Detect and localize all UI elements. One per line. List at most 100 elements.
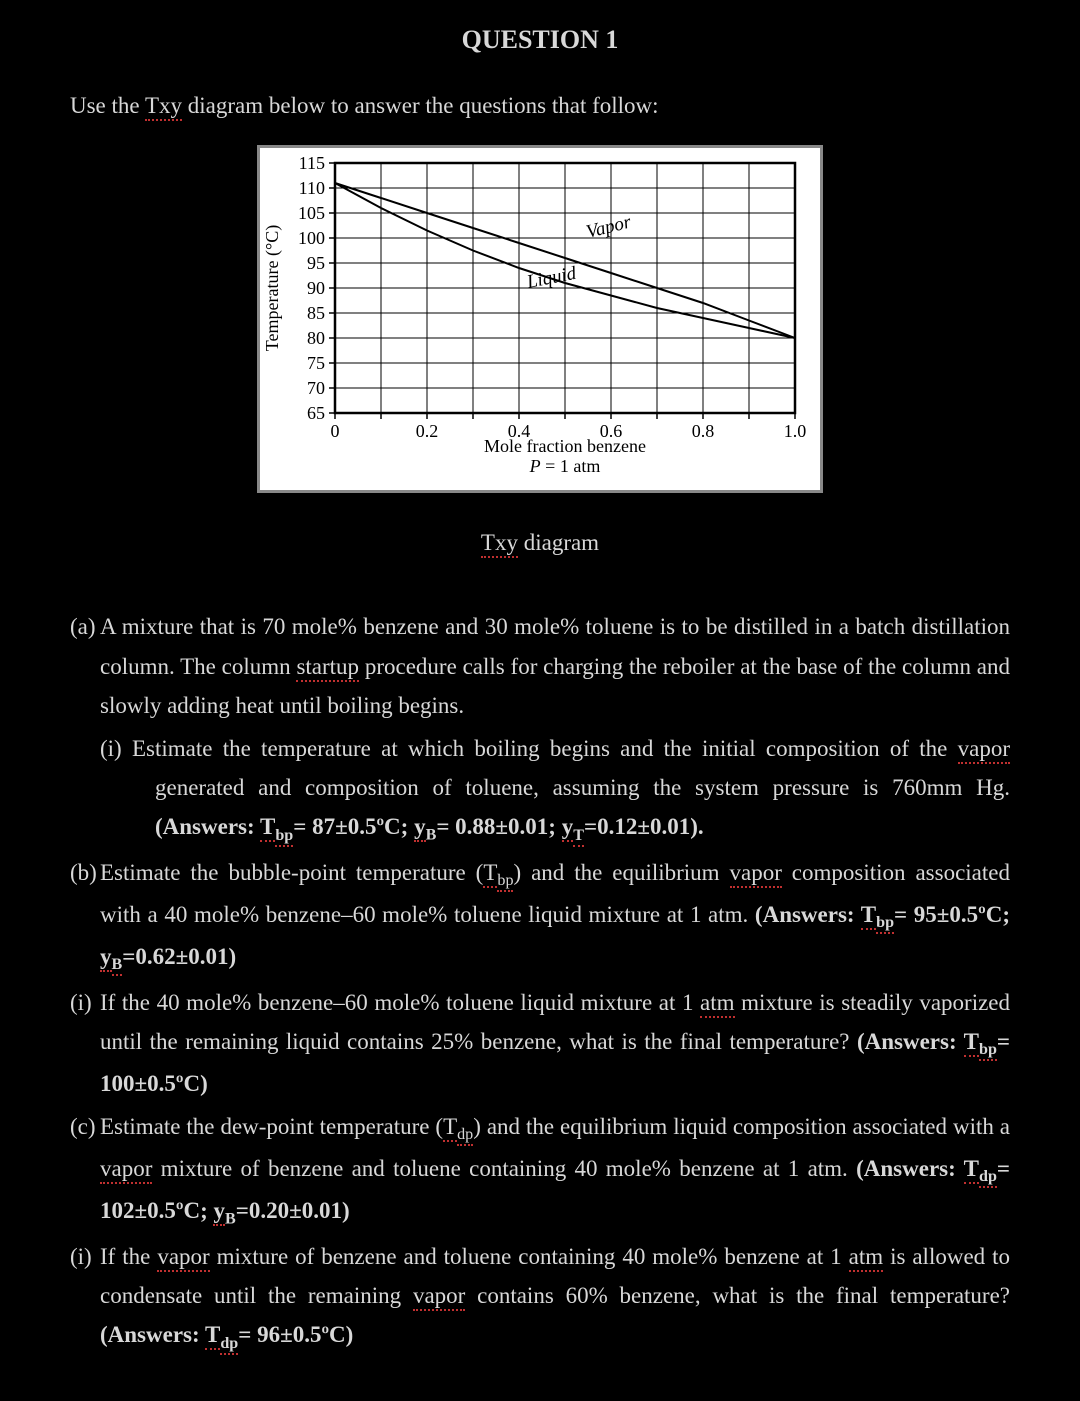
- svg-text:100: 100: [298, 228, 325, 248]
- svg-text:90: 90: [307, 278, 325, 298]
- qc-body: Estimate the dew-point temperature (Tdp)…: [100, 1107, 1010, 1233]
- qc-st4: contains 60% benzene, what is the final …: [465, 1283, 1010, 1308]
- qa-a3: =0.12±0.01).: [584, 814, 704, 839]
- qc-sT: T: [205, 1322, 220, 1350]
- question-title: QUESTION 1: [70, 18, 1010, 62]
- caption-txy: Txy: [481, 530, 518, 558]
- qb-atm: atm: [700, 990, 735, 1018]
- qa-label: (a): [70, 607, 100, 848]
- qc-st1: If the: [100, 1244, 157, 1269]
- qc-sub: (i) If the vapor mixture of benzene and …: [70, 1237, 1010, 1357]
- qc-sub-body: If the vapor mixture of benzene and tolu…: [100, 1237, 1010, 1357]
- svg-text:115: 115: [299, 153, 325, 173]
- qc-T2: T: [964, 1156, 979, 1184]
- qa-Tsub: T: [573, 827, 584, 847]
- qa-a2: = 0.88±0.01;: [436, 814, 561, 839]
- caption-post: diagram: [518, 530, 599, 555]
- svg-text:85: 85: [307, 303, 325, 323]
- qc-st2: mixture of benzene and toluene containin…: [210, 1244, 849, 1269]
- qa-startup: startup: [296, 654, 359, 682]
- svg-text:Temperature (°C): Temperature (°C): [262, 225, 283, 351]
- svg-text:105: 105: [298, 203, 325, 223]
- qc-t2: ) and the equilibrium liquid composition…: [473, 1114, 1010, 1139]
- qb-bp: bp: [497, 872, 513, 892]
- question-a: (a) A mixture that is 70 mole% benzene a…: [70, 607, 1010, 848]
- svg-text:80: 80: [307, 328, 325, 348]
- svg-text:70: 70: [307, 378, 325, 398]
- qb-a2: =0.62±0.01): [122, 944, 236, 969]
- svg-text:Mole fraction benzene: Mole fraction benzene: [484, 436, 646, 456]
- qa-body: A mixture that is 70 mole% benzene and 3…: [100, 607, 1010, 848]
- qb-a1: = 95±0.5ºC;: [894, 902, 1010, 927]
- qc-T: T: [443, 1114, 457, 1142]
- intro-post: diagram below to answer the questions th…: [182, 93, 659, 118]
- qa-a1: = 87±0.5ºC;: [293, 814, 414, 839]
- qa-sub-t1: Estimate the temperature at which boilin…: [132, 736, 958, 761]
- qc-dp2: dp: [979, 1168, 997, 1188]
- qb-Bsub: B: [112, 956, 123, 976]
- intro-text: Use the Txy diagram below to answer the …: [70, 86, 1010, 125]
- qb-sbp: bp: [979, 1041, 997, 1061]
- qa-sub-t2: generated and composition of toluene, as…: [155, 775, 1010, 800]
- figure-border: 6570758085909510010511011500.20.40.60.81…: [257, 145, 823, 493]
- qa-Bsub: B: [426, 827, 437, 844]
- figure-caption: Txy diagram: [70, 523, 1010, 562]
- qc-vapor: vapor: [100, 1156, 152, 1184]
- intro-pre: Use the: [70, 93, 145, 118]
- svg-text:110: 110: [299, 178, 325, 198]
- qc-sdp: dp: [220, 1335, 238, 1355]
- qc-vapor2: vapor: [157, 1244, 209, 1272]
- qc-atm: atm: [849, 1244, 884, 1272]
- svg-text:0: 0: [331, 421, 340, 441]
- qc-sub-lbl: (i): [70, 1237, 100, 1357]
- svg-text:P = 1 atm: P = 1 atm: [529, 456, 601, 476]
- qc-ans-open: (Answers:: [856, 1156, 964, 1181]
- qb-body: Estimate the bubble-point temperature (T…: [100, 853, 1010, 979]
- qb-sub: (i) If the 40 mole% benzene–60 mole% tol…: [70, 983, 1010, 1103]
- svg-text:0.2: 0.2: [416, 421, 439, 441]
- svg-text:1.0: 1.0: [784, 421, 807, 441]
- figure-container: 6570758085909510010511011500.20.40.60.81…: [70, 145, 1010, 493]
- qc-sub-ans: (Answers: Tdp= 96±0.5ºC): [100, 1322, 353, 1347]
- qa-vapor: vapor: [958, 736, 1010, 764]
- qc-dp: dp: [457, 1126, 473, 1146]
- qb-sans-open: (Answers:: [857, 1029, 964, 1054]
- question-b: (b) Estimate the bubble-point temperatur…: [70, 853, 1010, 979]
- qb-sub-lbl: (i): [70, 983, 100, 1103]
- svg-text:75: 75: [307, 353, 325, 373]
- qb-sT: T: [964, 1029, 979, 1057]
- txy-chart: 6570758085909510010511011500.20.40.60.81…: [260, 148, 820, 478]
- intro-txy: Txy: [145, 93, 182, 121]
- qa-yB: y: [414, 814, 426, 842]
- qb-vapor: vapor: [730, 860, 782, 888]
- svg-text:95: 95: [307, 253, 325, 273]
- qa-ans-open: (Answers:: [155, 814, 260, 839]
- qb-bp2: bp: [876, 914, 894, 934]
- qb-t2: ) and the equilibrium: [513, 860, 729, 885]
- qb-st1: If the 40 mole% benzene–60 mole% toluene…: [100, 990, 700, 1015]
- qb-ans-open: (Answers:: [755, 902, 861, 927]
- qb-label: (b): [70, 853, 100, 979]
- qc-yB: y: [213, 1198, 225, 1226]
- qb-t1: Estimate the bubble-point temperature (: [100, 860, 483, 885]
- qa-sub-lbl: (i): [100, 736, 132, 761]
- qa-sub: (i) Estimate the temperature at which bo…: [100, 729, 1010, 849]
- qb-sub-body: If the 40 mole% benzene–60 mole% toluene…: [100, 983, 1010, 1103]
- qc-Bsub: B: [225, 1210, 236, 1227]
- qb-T: T: [483, 860, 497, 888]
- qc-vapor3: vapor: [413, 1283, 465, 1311]
- qb-yB: y: [100, 944, 112, 972]
- svg-text:0.8: 0.8: [692, 421, 715, 441]
- qc-t3: mixture of benzene and toluene containin…: [152, 1156, 856, 1181]
- qc-sans-open: (Answers:: [100, 1322, 205, 1347]
- svg-text:65: 65: [307, 403, 325, 423]
- qc-sa1: = 96±0.5ºC): [238, 1322, 353, 1347]
- qa-yT: y: [562, 814, 574, 842]
- qa-bp: bp: [275, 827, 293, 847]
- qa-ans: (Answers: Tbp= 87±0.5ºC; yB= 0.88±0.01; …: [155, 814, 704, 839]
- qc-a2: =0.20±0.01): [236, 1198, 350, 1223]
- qb-T2: T: [861, 902, 876, 930]
- qc-t1: Estimate the dew-point temperature (: [100, 1114, 443, 1139]
- qa-T: T: [260, 814, 275, 842]
- qa-sub-body: (i) Estimate the temperature at which bo…: [100, 729, 1010, 849]
